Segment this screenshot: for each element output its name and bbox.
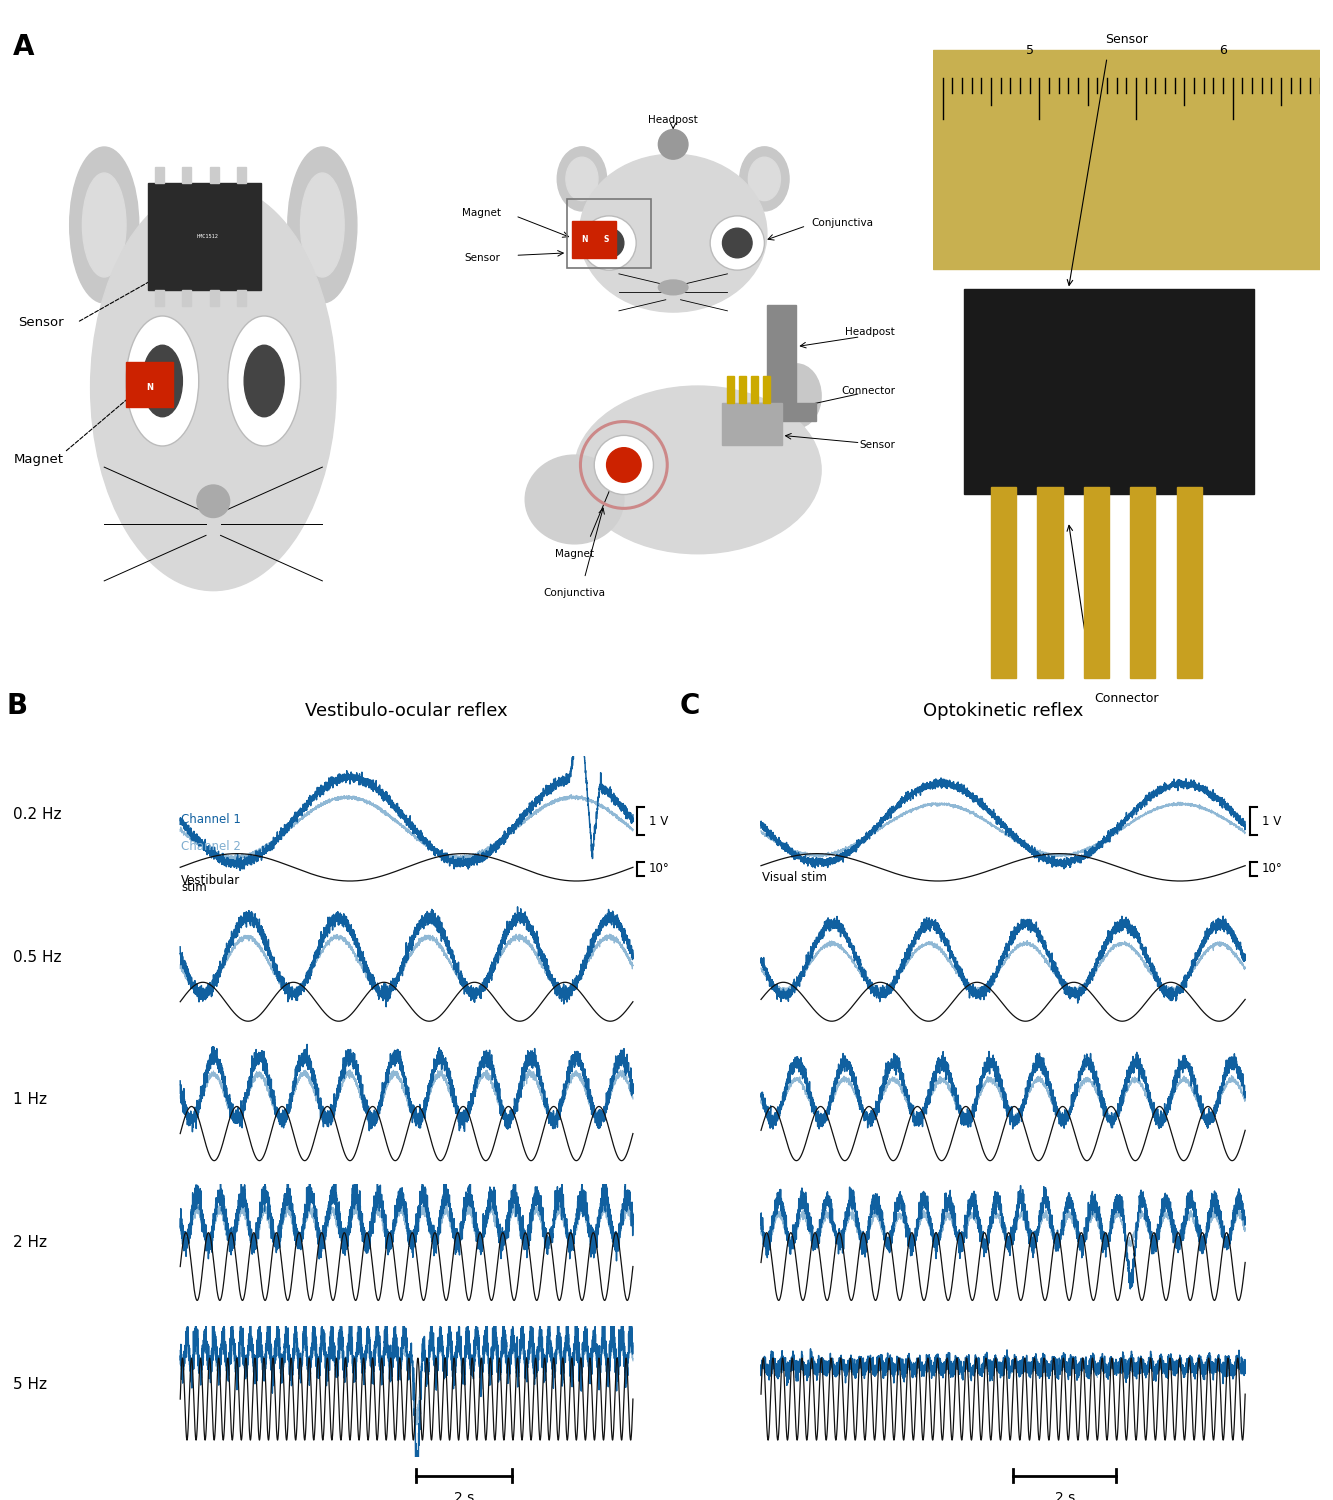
Ellipse shape bbox=[288, 147, 357, 303]
Ellipse shape bbox=[83, 172, 127, 278]
Circle shape bbox=[228, 316, 300, 446]
Bar bbox=[183, 166, 192, 183]
Ellipse shape bbox=[772, 364, 821, 428]
Text: B: B bbox=[7, 692, 28, 720]
Text: Connector: Connector bbox=[1094, 692, 1158, 705]
Ellipse shape bbox=[91, 184, 336, 591]
Bar bbox=[728, 376, 734, 404]
Ellipse shape bbox=[740, 147, 789, 211]
Text: Sensor: Sensor bbox=[860, 440, 896, 450]
Ellipse shape bbox=[300, 172, 344, 278]
Circle shape bbox=[595, 228, 624, 258]
Text: S: S bbox=[604, 234, 609, 243]
Text: 10°: 10° bbox=[649, 862, 669, 874]
Text: 0.5 Hz: 0.5 Hz bbox=[13, 950, 61, 964]
Text: Sensor: Sensor bbox=[19, 316, 64, 328]
Bar bbox=[964, 290, 1254, 494]
Text: 1 V: 1 V bbox=[649, 815, 668, 828]
Text: 0.2 Hz: 0.2 Hz bbox=[13, 807, 61, 822]
Bar bbox=[1037, 488, 1062, 678]
Bar bbox=[183, 290, 192, 306]
Ellipse shape bbox=[748, 158, 780, 201]
Bar bbox=[155, 290, 164, 306]
Ellipse shape bbox=[69, 147, 139, 303]
Ellipse shape bbox=[580, 154, 766, 312]
Ellipse shape bbox=[567, 158, 599, 201]
Circle shape bbox=[595, 435, 653, 495]
Text: 10°: 10° bbox=[1262, 862, 1282, 874]
Circle shape bbox=[607, 447, 641, 482]
Circle shape bbox=[244, 345, 284, 417]
Bar bbox=[766, 304, 797, 404]
Text: 2 Hz: 2 Hz bbox=[13, 1234, 48, 1250]
Text: stim: stim bbox=[181, 882, 207, 894]
Bar bbox=[237, 290, 247, 306]
Text: A: A bbox=[13, 33, 35, 62]
Text: Conjunctiva: Conjunctiva bbox=[812, 219, 873, 228]
Text: Vestibulo-ocular reflex: Vestibulo-ocular reflex bbox=[305, 702, 508, 720]
Text: 5: 5 bbox=[1025, 44, 1034, 57]
Circle shape bbox=[583, 216, 636, 270]
Ellipse shape bbox=[659, 280, 688, 296]
Text: Channel 2: Channel 2 bbox=[181, 840, 241, 854]
Bar bbox=[762, 376, 770, 404]
Circle shape bbox=[710, 216, 764, 270]
Text: Optokinetic reflex: Optokinetic reflex bbox=[922, 702, 1084, 720]
Text: Visual stim: Visual stim bbox=[762, 870, 826, 883]
Bar bbox=[1177, 488, 1202, 678]
Bar bbox=[567, 198, 651, 267]
Text: Sensor: Sensor bbox=[1105, 33, 1148, 46]
Text: 1 V: 1 V bbox=[1262, 815, 1281, 828]
Text: Vestibular: Vestibular bbox=[181, 874, 240, 888]
Bar bbox=[155, 166, 164, 183]
Bar bbox=[990, 488, 1016, 678]
Text: 2 s: 2 s bbox=[1054, 1491, 1074, 1500]
Text: Channel 1: Channel 1 bbox=[181, 813, 241, 825]
Bar bbox=[748, 404, 816, 420]
Bar bbox=[750, 376, 758, 404]
Ellipse shape bbox=[557, 147, 607, 211]
Bar bbox=[1084, 488, 1109, 678]
Text: 1 Hz: 1 Hz bbox=[13, 1092, 48, 1107]
Bar bbox=[209, 290, 219, 306]
Text: Conjunctiva: Conjunctiva bbox=[544, 588, 605, 598]
Text: N: N bbox=[581, 234, 588, 243]
Circle shape bbox=[143, 345, 183, 417]
Bar bbox=[209, 166, 219, 183]
Text: Headpost: Headpost bbox=[648, 114, 698, 125]
Circle shape bbox=[659, 129, 688, 159]
Bar bbox=[722, 404, 781, 445]
Bar bbox=[237, 166, 247, 183]
Text: Headpost: Headpost bbox=[845, 327, 896, 338]
Text: Magnet: Magnet bbox=[555, 549, 595, 558]
Text: Sensor: Sensor bbox=[465, 254, 501, 262]
Text: HMC1512: HMC1512 bbox=[197, 234, 219, 238]
Circle shape bbox=[127, 316, 199, 446]
Text: Magnet: Magnet bbox=[15, 453, 64, 465]
Bar bbox=[740, 376, 746, 404]
Text: 5 Hz: 5 Hz bbox=[13, 1377, 48, 1392]
Text: Magnet: Magnet bbox=[461, 209, 501, 219]
Text: 2 s: 2 s bbox=[455, 1491, 475, 1500]
Ellipse shape bbox=[197, 484, 229, 518]
Bar bbox=[572, 220, 616, 258]
Bar bbox=[1130, 488, 1156, 678]
Ellipse shape bbox=[525, 454, 624, 544]
Text: C: C bbox=[680, 692, 700, 720]
Text: N: N bbox=[147, 382, 153, 392]
Text: Connector: Connector bbox=[841, 386, 896, 396]
Ellipse shape bbox=[575, 386, 821, 554]
Bar bbox=[148, 183, 260, 290]
Circle shape bbox=[722, 228, 752, 258]
Bar bbox=[933, 51, 1320, 268]
Bar bbox=[127, 362, 173, 407]
Text: 6: 6 bbox=[1220, 44, 1226, 57]
